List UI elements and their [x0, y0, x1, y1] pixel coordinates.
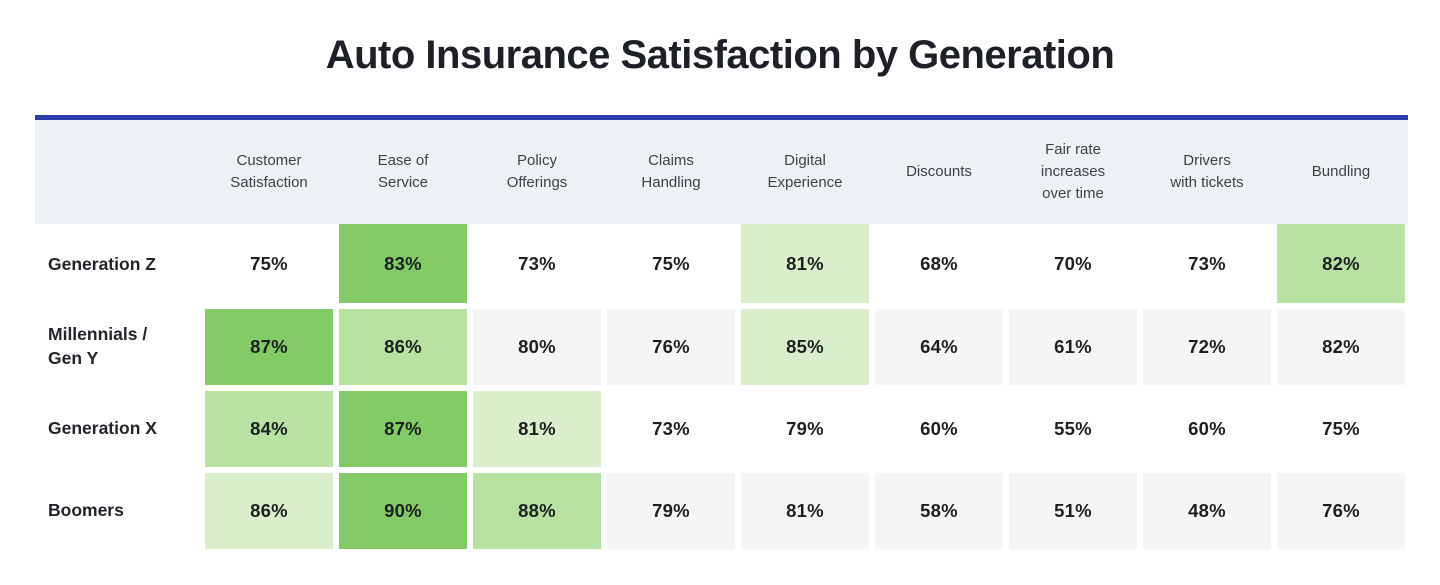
cell-value: 75%: [1277, 391, 1405, 467]
cell-value: 76%: [1277, 473, 1405, 549]
table-cell: 79%: [738, 388, 872, 470]
table-cell: 86%: [336, 306, 470, 388]
cell-value: 82%: [1277, 224, 1405, 303]
cell-value: 51%: [1009, 473, 1137, 549]
cell-value: 90%: [339, 473, 467, 549]
column-header: Ease of Service: [377, 152, 429, 191]
cell-value: 73%: [1143, 224, 1271, 303]
cell-value: 79%: [607, 473, 735, 549]
table-cell: 58%: [872, 470, 1006, 552]
cell-value: 70%: [1009, 224, 1137, 303]
satisfaction-heatmap-table: Customer Satisfaction Ease of Service Poli…: [35, 115, 1408, 552]
cell-value: 73%: [473, 224, 601, 303]
cell-value: 88%: [473, 473, 601, 549]
table-cell: 83%: [336, 224, 470, 306]
cell-value: 87%: [205, 309, 333, 385]
table-cell: 61%: [1006, 306, 1140, 388]
table-cell: 82%: [1274, 306, 1408, 388]
cell-value: 86%: [205, 473, 333, 549]
table-cell: 86%: [202, 470, 336, 552]
cell-value: 86%: [339, 309, 467, 385]
column-header: Policy Offerings: [506, 152, 568, 191]
column-header: Digital Experience: [767, 152, 843, 191]
cell-value: 75%: [205, 224, 333, 303]
table-cell: 64%: [872, 306, 1006, 388]
cell-value: 83%: [339, 224, 467, 303]
accent-top-line: [35, 115, 1408, 120]
cell-value: 55%: [1009, 391, 1137, 467]
table-cell: 51%: [1006, 470, 1140, 552]
table-cell: 87%: [336, 388, 470, 470]
table-cell: 73%: [604, 388, 738, 470]
table-cell: 84%: [202, 388, 336, 470]
cell-value: 81%: [473, 391, 601, 467]
column-header: Discounts: [906, 163, 972, 181]
table-cell: 73%: [1140, 224, 1274, 306]
cell-value: 76%: [607, 309, 735, 385]
table-cell: 81%: [738, 224, 872, 306]
table-cell: 76%: [1274, 470, 1408, 552]
cell-value: 85%: [741, 309, 869, 385]
table-cell: 75%: [604, 224, 738, 306]
table-cell: 76%: [604, 306, 738, 388]
table-cell: 75%: [202, 224, 336, 306]
table-row: Generation X 84% 87% 81% 73% 79% 60% 55% 60% 75%: [35, 388, 1408, 470]
cell-value: 61%: [1009, 309, 1137, 385]
cell-value: 84%: [205, 391, 333, 467]
page-title: Auto Insurance Satisfaction by Generatio…: [325, 33, 1115, 77]
table-row: Millennials / Gen Y 87% 86% 80% 76% 85% 64% 61%…: [35, 306, 1408, 388]
cell-value: 73%: [607, 391, 735, 467]
column-header: Bundling: [1311, 163, 1371, 181]
header-row: Customer Satisfaction Ease of Service Poli…: [35, 120, 1408, 224]
table-row: Boomers 86% 90% 88% 79% 81% 58% 51% 48% 76%: [35, 470, 1408, 552]
cell-value: 75%: [607, 224, 735, 303]
cell-value: 80%: [473, 309, 601, 385]
table-cell: 72%: [1140, 306, 1274, 388]
cell-value: 79%: [741, 391, 869, 467]
column-header: Customer Satisfaction: [230, 152, 308, 191]
row-label: Millennials / Gen Y: [35, 306, 202, 388]
table-cell: 70%: [1006, 224, 1140, 306]
cell-value: 87%: [339, 391, 467, 467]
table-cell: 81%: [738, 470, 872, 552]
row-label: Generation X: [35, 388, 202, 470]
column-header: Claims Handling: [641, 152, 701, 191]
column-header: Fair rate increases over time: [1040, 141, 1106, 202]
cell-value: 72%: [1143, 309, 1271, 385]
table-cell: 88%: [470, 470, 604, 552]
cell-value: 81%: [741, 473, 869, 549]
table-cell: 90%: [336, 470, 470, 552]
cell-value: 68%: [875, 224, 1003, 303]
table-cell: 85%: [738, 306, 872, 388]
table-cell: 68%: [872, 224, 1006, 306]
table-cell: 55%: [1006, 388, 1140, 470]
cell-value: 58%: [875, 473, 1003, 549]
cell-value: 60%: [1143, 391, 1271, 467]
table-cell: 79%: [604, 470, 738, 552]
table-body: Generation Z 75% 83% 73% 75% 81% 68% 70% 73% 82% M…: [35, 224, 1408, 552]
table-cell: 82%: [1274, 224, 1408, 306]
cell-value: 81%: [741, 224, 869, 303]
row-label: Generation Z: [35, 224, 202, 306]
table-cell: 60%: [872, 388, 1006, 470]
cell-value: 60%: [875, 391, 1003, 467]
table-cell: 81%: [470, 388, 604, 470]
cell-value: 64%: [875, 309, 1003, 385]
table-cell: 73%: [470, 224, 604, 306]
row-label: Boomers: [35, 470, 202, 552]
cell-value: 82%: [1277, 309, 1405, 385]
table-row: Generation Z 75% 83% 73% 75% 81% 68% 70% 73% 82%: [35, 224, 1408, 306]
table-cell: 48%: [1140, 470, 1274, 552]
table-cell: 60%: [1140, 388, 1274, 470]
table-cell: 75%: [1274, 388, 1408, 470]
table-cell: 87%: [202, 306, 336, 388]
table-cell: 80%: [470, 306, 604, 388]
cell-value: 48%: [1143, 473, 1271, 549]
column-header: Drivers with tickets: [1170, 152, 1244, 191]
